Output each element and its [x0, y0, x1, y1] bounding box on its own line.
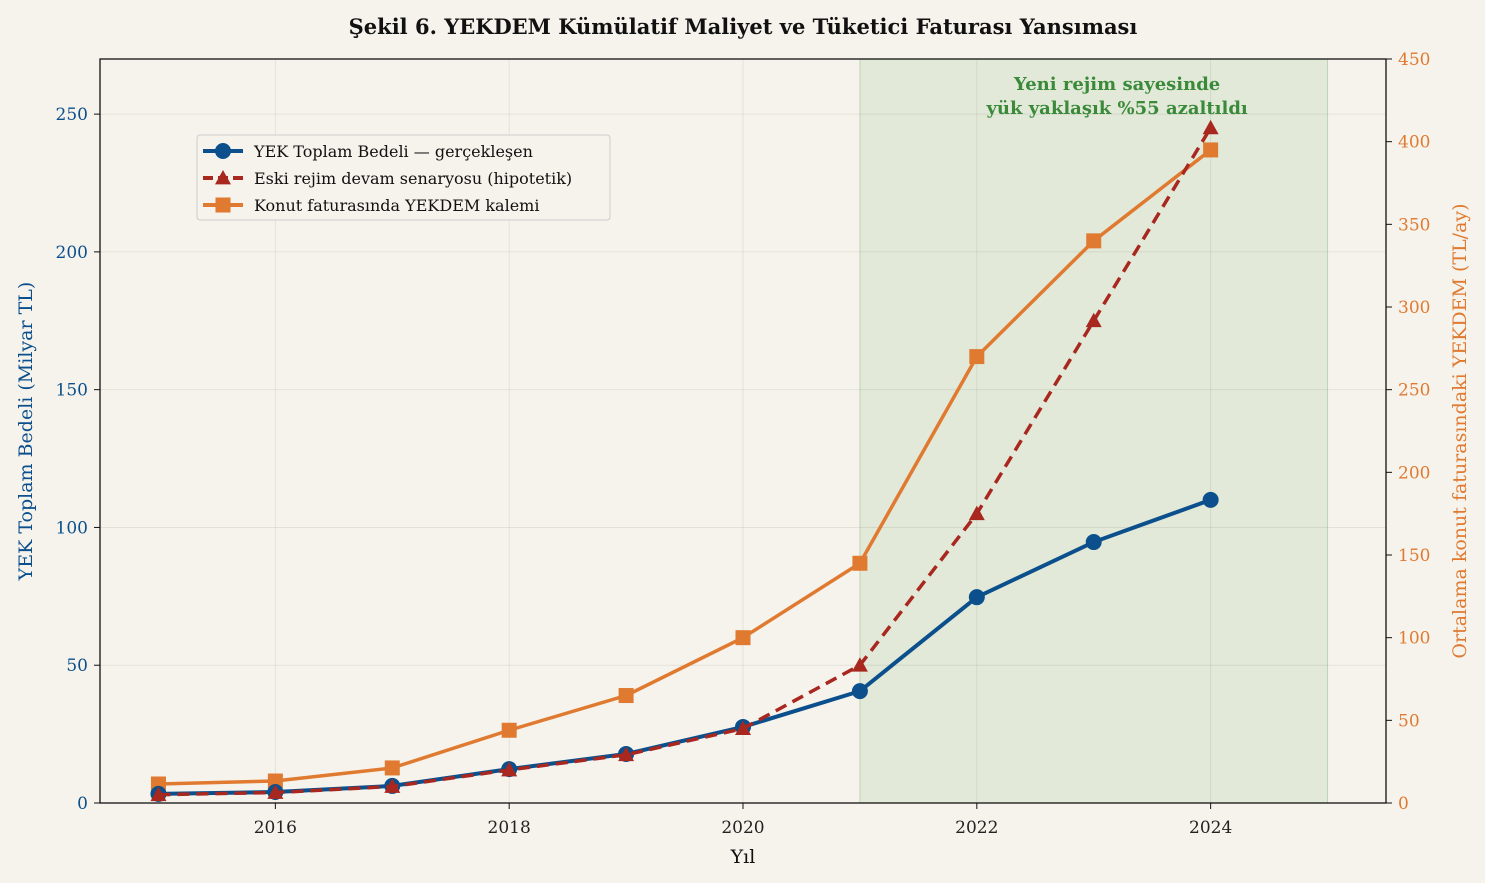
- y-right-tick-label: 450: [1398, 50, 1430, 70]
- data-point-triangle: [618, 746, 635, 762]
- data-point-triangle: [267, 784, 284, 799]
- x-tick-label: 2020: [721, 818, 764, 838]
- legend-label: Eski rejim devam senaryosu (hipotetik): [254, 169, 572, 188]
- y-tick-label: 50: [66, 656, 88, 676]
- series-line: [158, 126, 1213, 797]
- y-right-tick-label: 300: [1398, 298, 1430, 318]
- annotation-text: Yeni rejim sayesinde: [1013, 74, 1220, 95]
- data-point-triangle: [150, 786, 167, 802]
- legend-item: Eski rejim devam senaryosu (hipotetik): [203, 169, 572, 188]
- y-right-tick-label: 0: [1398, 794, 1409, 814]
- y-tick-label: 0: [77, 794, 88, 814]
- y-right-tick-label: 50: [1398, 711, 1420, 731]
- data-point-triangle: [968, 505, 985, 521]
- y-right-axis-label: Ortalama konut faturasındaki YEKDEM (TL/…: [1449, 203, 1471, 658]
- y-axis-label: YEK Toplam Bedeli (Milyar TL): [15, 282, 37, 582]
- data-point-square: [735, 630, 751, 646]
- data-point-square: [1203, 142, 1219, 158]
- data-point-circle: [968, 589, 985, 606]
- legend-label: YEK Toplam Bedeli — gerçekleşen: [253, 142, 533, 161]
- data-point-square: [501, 722, 517, 738]
- data-point-circle: [1202, 491, 1219, 508]
- y-right-tick-label: 100: [1398, 629, 1430, 649]
- data-point-triangle: [1202, 119, 1219, 135]
- y-right-tick-label: 250: [1398, 381, 1430, 401]
- data-point-circle: [851, 683, 868, 700]
- data-point-square: [215, 197, 231, 213]
- legend-item: Konut faturasında YEKDEM kalemi: [203, 196, 539, 215]
- annotation-text: yük yaklaşık %55 azaltıldı: [985, 98, 1247, 119]
- data-point-circle: [1085, 534, 1102, 551]
- y-right-tick-label: 400: [1398, 133, 1430, 153]
- data-point-triangle: [384, 778, 401, 793]
- data-point-circle: [215, 143, 231, 159]
- series-line: [158, 148, 1212, 786]
- data-point-square: [1086, 233, 1102, 249]
- y-tick-label: 250: [56, 105, 88, 125]
- y-tick-label: 150: [56, 381, 88, 401]
- shaded-region: [859, 58, 1329, 804]
- y-tick-label: 100: [56, 518, 88, 538]
- legend-label: Konut faturasında YEKDEM kalemi: [254, 196, 539, 215]
- y-tick-label: 200: [56, 243, 88, 263]
- x-tick-label: 2024: [1189, 818, 1232, 838]
- y-right-tick-label: 150: [1398, 546, 1430, 566]
- y-right-tick-label: 200: [1398, 463, 1430, 483]
- data-point-triangle: [501, 761, 518, 777]
- data-point-triangle: [735, 720, 751, 735]
- chart-title: Şekil 6. YEKDEM Kümülatif Maliyet ve Tük…: [349, 14, 1138, 39]
- data-point-triangle: [215, 170, 231, 185]
- data-point-triangle: [851, 657, 868, 672]
- legend-box: [196, 134, 611, 221]
- x-axis-label: Yıl: [730, 846, 756, 868]
- data-point-square: [267, 773, 283, 789]
- data-point-square: [969, 349, 985, 365]
- series-2: [150, 119, 1219, 802]
- data-point-square: [384, 760, 400, 776]
- y-right-tick-label: 350: [1398, 215, 1430, 235]
- data-point-triangle: [1085, 312, 1102, 328]
- data-point-square: [618, 688, 634, 704]
- x-tick-label: 2016: [254, 818, 297, 838]
- x-tick-label: 2022: [955, 818, 998, 838]
- legend-item: YEK Toplam Bedeli — gerçekleşen: [203, 142, 533, 161]
- x-tick-label: 2018: [488, 818, 531, 838]
- data-point-square: [852, 555, 868, 571]
